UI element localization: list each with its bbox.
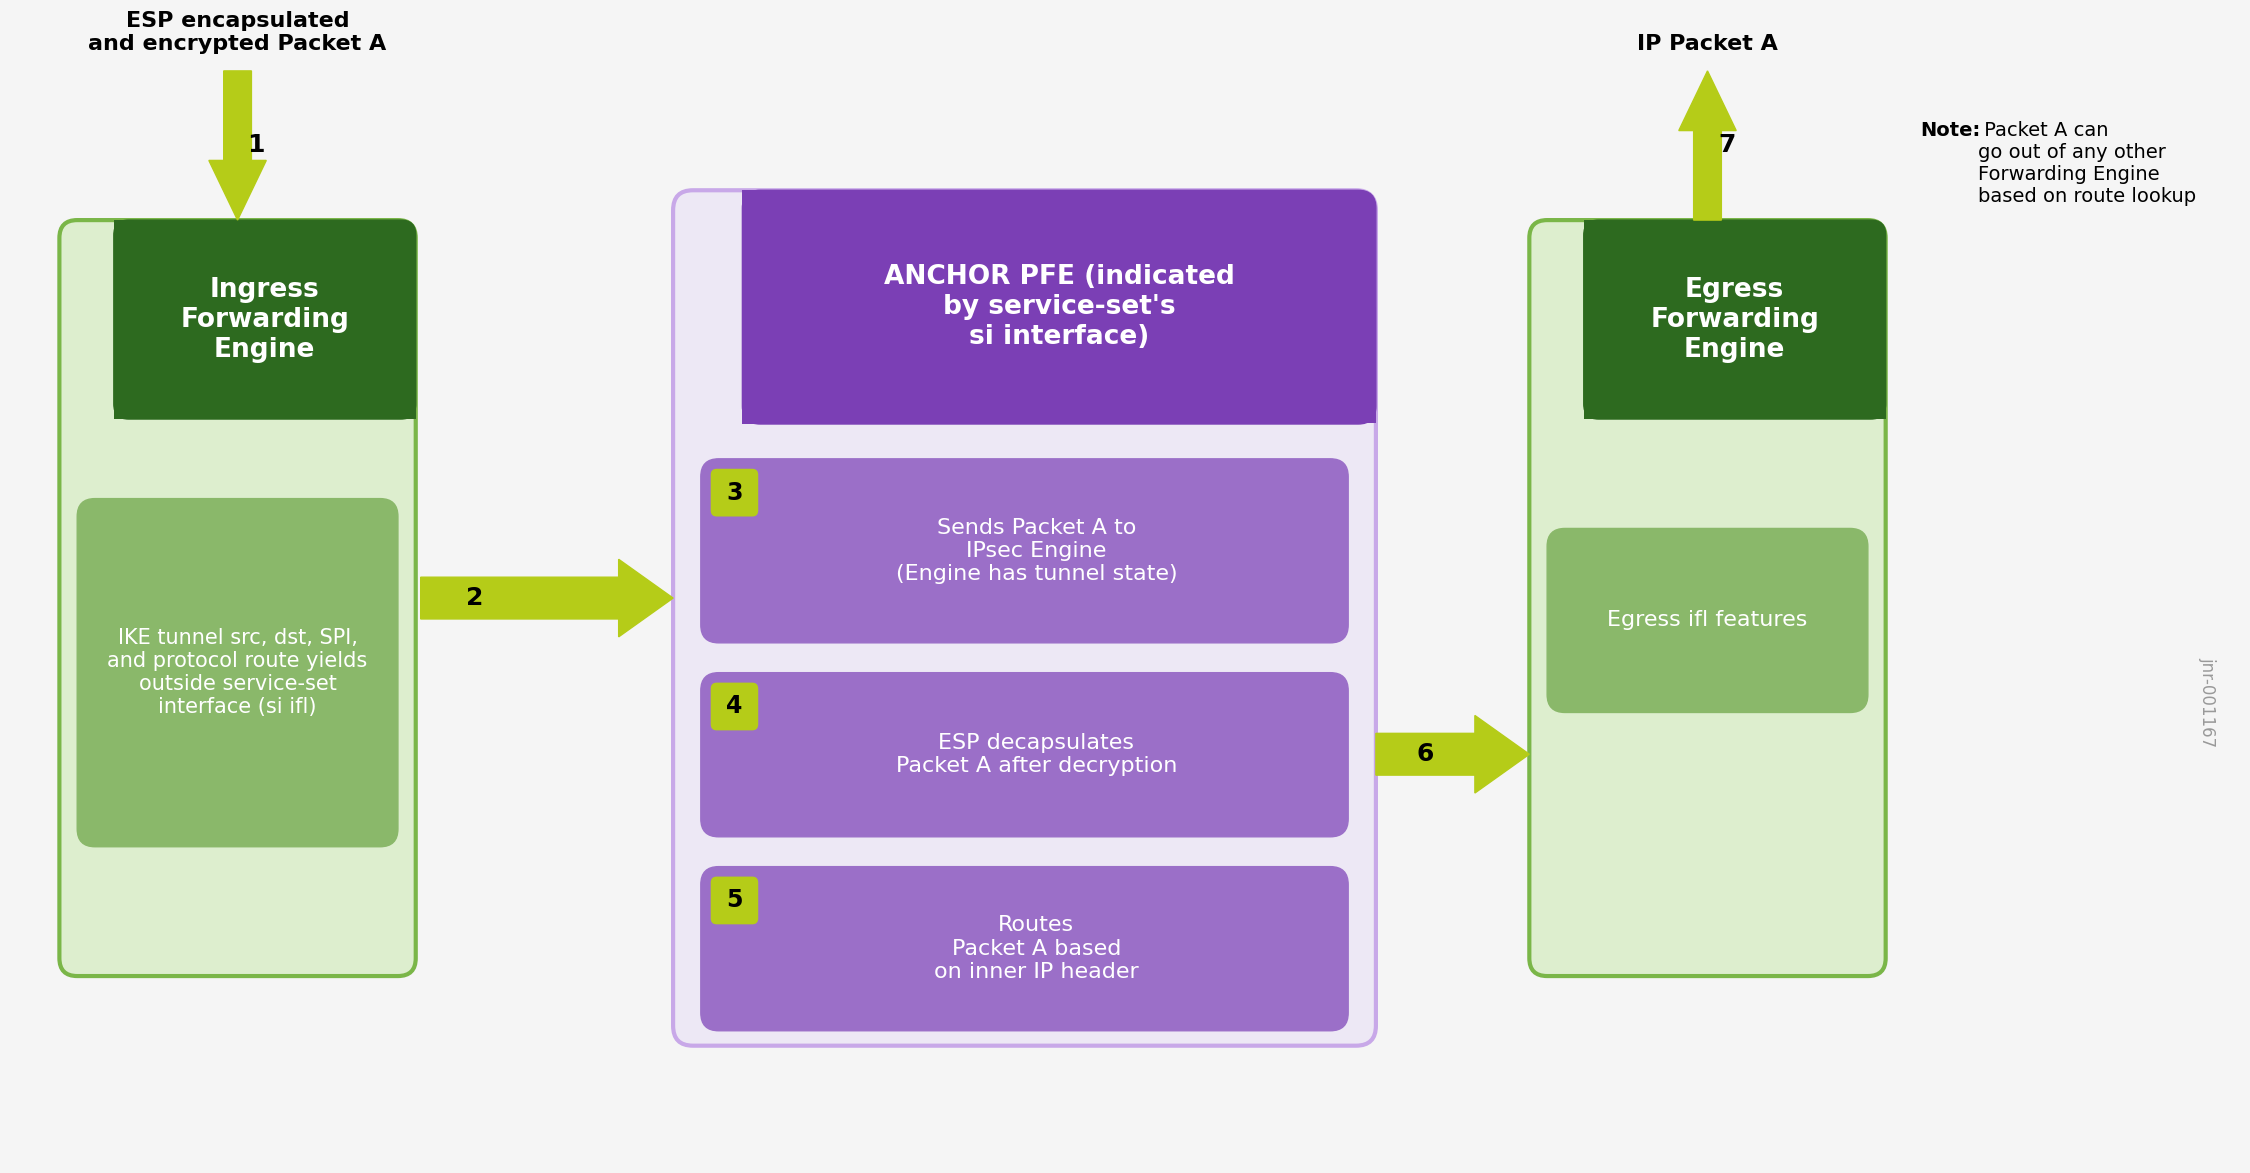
- FancyBboxPatch shape: [742, 190, 1377, 423]
- Bar: [742, 190, 763, 423]
- FancyBboxPatch shape: [673, 190, 1377, 1045]
- Text: 7: 7: [1719, 134, 1737, 157]
- Text: ANCHOR PFE (indicated
by service-set's
si interface): ANCHOR PFE (indicated by service-set's s…: [884, 264, 1235, 350]
- FancyBboxPatch shape: [1548, 529, 1867, 712]
- FancyBboxPatch shape: [76, 499, 398, 847]
- Bar: [115, 319, 416, 419]
- FancyBboxPatch shape: [700, 867, 1348, 1031]
- Text: 1: 1: [248, 134, 263, 157]
- Text: 4: 4: [727, 694, 742, 719]
- Polygon shape: [421, 560, 673, 637]
- Text: Packet A can
go out of any other
Forwarding Engine
based on route lookup: Packet A can go out of any other Forward…: [1978, 121, 2196, 205]
- Bar: [115, 221, 133, 419]
- Polygon shape: [1678, 70, 1737, 221]
- FancyBboxPatch shape: [1584, 221, 1886, 419]
- Text: 2: 2: [466, 586, 484, 610]
- Polygon shape: [1377, 716, 1530, 793]
- Text: Note:: Note:: [1919, 121, 1980, 140]
- Polygon shape: [209, 70, 266, 221]
- Text: ESP decapsulates
Packet A after decryption: ESP decapsulates Packet A after decrypti…: [896, 733, 1177, 777]
- Bar: [1584, 319, 1886, 419]
- Text: Ingress
Forwarding
Engine: Ingress Forwarding Engine: [180, 277, 349, 362]
- Text: jnr-001167: jnr-001167: [2198, 657, 2216, 747]
- FancyBboxPatch shape: [711, 876, 758, 924]
- Text: Egress ifl features: Egress ifl features: [1606, 610, 1807, 630]
- Text: IP Packet A: IP Packet A: [1638, 34, 1778, 54]
- FancyBboxPatch shape: [700, 672, 1348, 836]
- FancyBboxPatch shape: [711, 683, 758, 731]
- Text: 5: 5: [727, 888, 742, 913]
- Bar: [1584, 221, 1604, 419]
- FancyBboxPatch shape: [711, 469, 758, 516]
- Text: Egress
Forwarding
Engine: Egress Forwarding Engine: [1649, 277, 1820, 362]
- FancyBboxPatch shape: [700, 459, 1348, 643]
- FancyBboxPatch shape: [58, 221, 416, 976]
- FancyBboxPatch shape: [1530, 221, 1885, 976]
- Text: Sends Packet A to
IPsec Engine
(Engine has tunnel state): Sends Packet A to IPsec Engine (Engine h…: [896, 517, 1177, 584]
- Text: Routes
Packet A based
on inner IP header: Routes Packet A based on inner IP header: [934, 915, 1138, 982]
- Text: 3: 3: [727, 481, 742, 504]
- Text: IKE tunnel src, dst, SPI,
and protocol route yields
outside service-set
interfac: IKE tunnel src, dst, SPI, and protocol r…: [108, 628, 367, 718]
- Bar: [742, 306, 1377, 423]
- Text: 6: 6: [1418, 743, 1433, 766]
- FancyBboxPatch shape: [115, 221, 416, 419]
- Text: ESP encapsulated
and encrypted Packet A: ESP encapsulated and encrypted Packet A: [88, 11, 387, 54]
